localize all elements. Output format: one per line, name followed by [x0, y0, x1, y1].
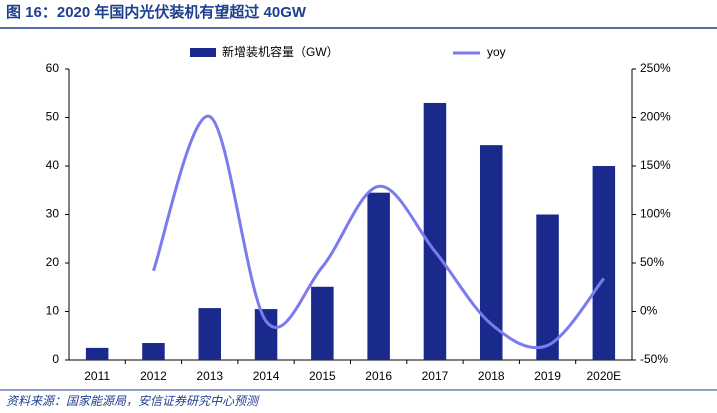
y-tick-label: 10: [46, 304, 60, 318]
x-tick-label: 2018: [478, 369, 505, 383]
bar: [423, 102, 447, 360]
x-tick-label: 2014: [253, 369, 280, 383]
line: [152, 115, 606, 350]
bar: [311, 286, 334, 360]
x-tick-label: 2016: [365, 369, 392, 383]
x-tick-label: 2012: [140, 369, 167, 383]
source: 资料来源：国家能源局，安信证券研究中心预测: [6, 394, 260, 408]
y2-tick-label: 0%: [640, 304, 658, 318]
legend-label: 新增装机容量（GW）: [222, 44, 339, 59]
y-tick-label: 20: [46, 255, 60, 269]
bar: [479, 145, 503, 360]
bar: [254, 309, 278, 360]
bar: [142, 343, 165, 360]
y2-tick-label: 250%: [640, 61, 671, 75]
bar: [198, 308, 222, 360]
y2-tick-label: -50%: [640, 352, 668, 366]
y2-tick-label: 200%: [640, 110, 671, 124]
y-tick-label: 40: [46, 158, 60, 172]
bar: [592, 166, 616, 360]
y-tick-label: 60: [46, 61, 60, 75]
y-tick-label: 0: [52, 352, 59, 366]
y-tick-label: 50: [46, 110, 60, 124]
x-tick-label: 2017: [422, 369, 449, 383]
x-tick-label: 2019: [534, 369, 561, 383]
legend-swatch: [190, 48, 216, 57]
x-tick-label: 2020E: [586, 369, 621, 383]
bar: [367, 192, 390, 360]
x-tick-label: 2015: [309, 369, 336, 383]
x-tick-label: 2011: [84, 369, 110, 383]
bar: [536, 214, 559, 360]
y2-tick-label: 150%: [640, 158, 671, 172]
bar: [85, 347, 109, 360]
legend-label: yoy: [487, 45, 506, 59]
y2-tick-label: 100%: [640, 207, 671, 221]
x-tick-label: 2013: [196, 369, 223, 383]
y-tick-label: 30: [46, 207, 60, 221]
chart-title: 图 16：2020 年国内光伏装机有望超过 40GW: [6, 3, 307, 21]
y2-tick-label: 50%: [640, 255, 664, 269]
